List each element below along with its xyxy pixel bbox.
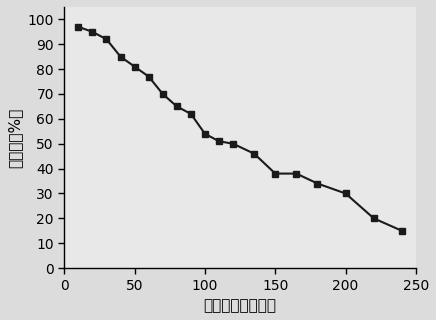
Y-axis label: 降解率（%）: 降解率（%）: [7, 108, 22, 168]
X-axis label: 降解时间（分钟）: 降解时间（分钟）: [204, 298, 276, 313]
